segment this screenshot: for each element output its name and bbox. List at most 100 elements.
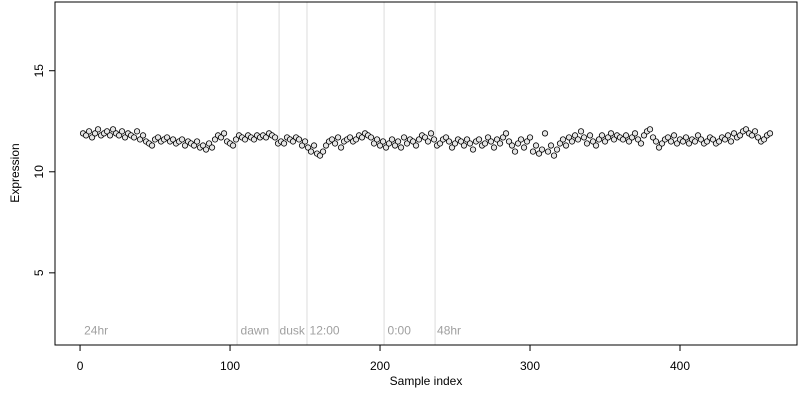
x-tick-label: 400 xyxy=(670,359,690,373)
point xyxy=(622,132,630,139)
point xyxy=(82,132,90,139)
point xyxy=(451,140,459,147)
point xyxy=(754,134,762,141)
point xyxy=(703,138,711,145)
point xyxy=(103,128,111,135)
point xyxy=(724,132,732,139)
point xyxy=(271,134,279,141)
point xyxy=(502,130,510,137)
point xyxy=(298,142,306,149)
point xyxy=(577,128,585,135)
point xyxy=(193,138,201,145)
point xyxy=(241,136,249,143)
point xyxy=(430,136,438,143)
point xyxy=(280,140,288,147)
point xyxy=(565,134,573,141)
point xyxy=(628,134,636,141)
point xyxy=(85,128,93,135)
point xyxy=(523,138,531,145)
point xyxy=(346,134,354,141)
point xyxy=(373,136,381,143)
y-tick-label: 5 xyxy=(32,269,46,276)
point xyxy=(475,136,483,143)
point xyxy=(721,136,729,143)
point xyxy=(181,142,189,149)
point xyxy=(94,126,102,133)
point xyxy=(481,140,489,147)
point xyxy=(673,140,681,147)
point xyxy=(640,132,648,139)
point xyxy=(250,136,258,143)
point xyxy=(319,148,327,155)
point xyxy=(736,132,744,139)
point xyxy=(121,134,129,141)
point xyxy=(289,138,297,145)
point xyxy=(499,134,507,141)
point xyxy=(460,142,468,149)
y-tick-label: 10 xyxy=(32,165,46,179)
point xyxy=(658,140,666,147)
point xyxy=(163,134,171,141)
point xyxy=(766,130,774,137)
point xyxy=(748,132,756,139)
point xyxy=(631,130,639,137)
point xyxy=(559,136,567,143)
point xyxy=(427,130,435,137)
point xyxy=(730,130,738,137)
point xyxy=(382,144,390,151)
point xyxy=(448,144,456,151)
point xyxy=(697,136,705,143)
point xyxy=(685,140,693,147)
point xyxy=(403,140,411,147)
point xyxy=(586,132,594,139)
point xyxy=(601,138,609,145)
point xyxy=(691,138,699,145)
point xyxy=(358,134,366,141)
point xyxy=(508,142,516,149)
point xyxy=(595,136,603,143)
point xyxy=(514,140,522,147)
point xyxy=(352,136,360,143)
point xyxy=(205,140,213,147)
point xyxy=(547,142,555,149)
point xyxy=(202,146,210,153)
point xyxy=(331,140,339,147)
point xyxy=(415,136,423,143)
point xyxy=(328,136,336,143)
x-tick-label: 200 xyxy=(370,359,390,373)
point xyxy=(520,144,528,151)
point xyxy=(760,136,768,143)
x-tick-label: 100 xyxy=(220,359,240,373)
point xyxy=(517,136,525,143)
point xyxy=(304,144,312,151)
y-tick-label: 15 xyxy=(32,64,46,78)
point xyxy=(211,136,219,143)
point xyxy=(493,136,501,143)
point xyxy=(610,136,618,143)
point xyxy=(682,134,690,141)
point xyxy=(109,126,117,133)
point xyxy=(316,152,324,159)
x-tick-label: 0 xyxy=(77,359,84,373)
point xyxy=(337,144,345,151)
point xyxy=(484,134,492,141)
point xyxy=(667,138,675,145)
annotation-label: dawn xyxy=(241,324,270,338)
point xyxy=(379,138,387,145)
point xyxy=(262,134,270,141)
point xyxy=(139,132,147,139)
point xyxy=(598,132,606,139)
point xyxy=(637,140,645,147)
point xyxy=(496,140,504,147)
x-tick-label: 300 xyxy=(520,359,540,373)
point xyxy=(88,134,96,141)
point xyxy=(400,134,408,141)
point xyxy=(583,140,591,147)
point xyxy=(154,134,162,141)
point xyxy=(412,142,420,149)
point xyxy=(220,130,228,137)
point xyxy=(544,148,552,155)
point xyxy=(541,130,549,137)
point xyxy=(199,142,207,149)
